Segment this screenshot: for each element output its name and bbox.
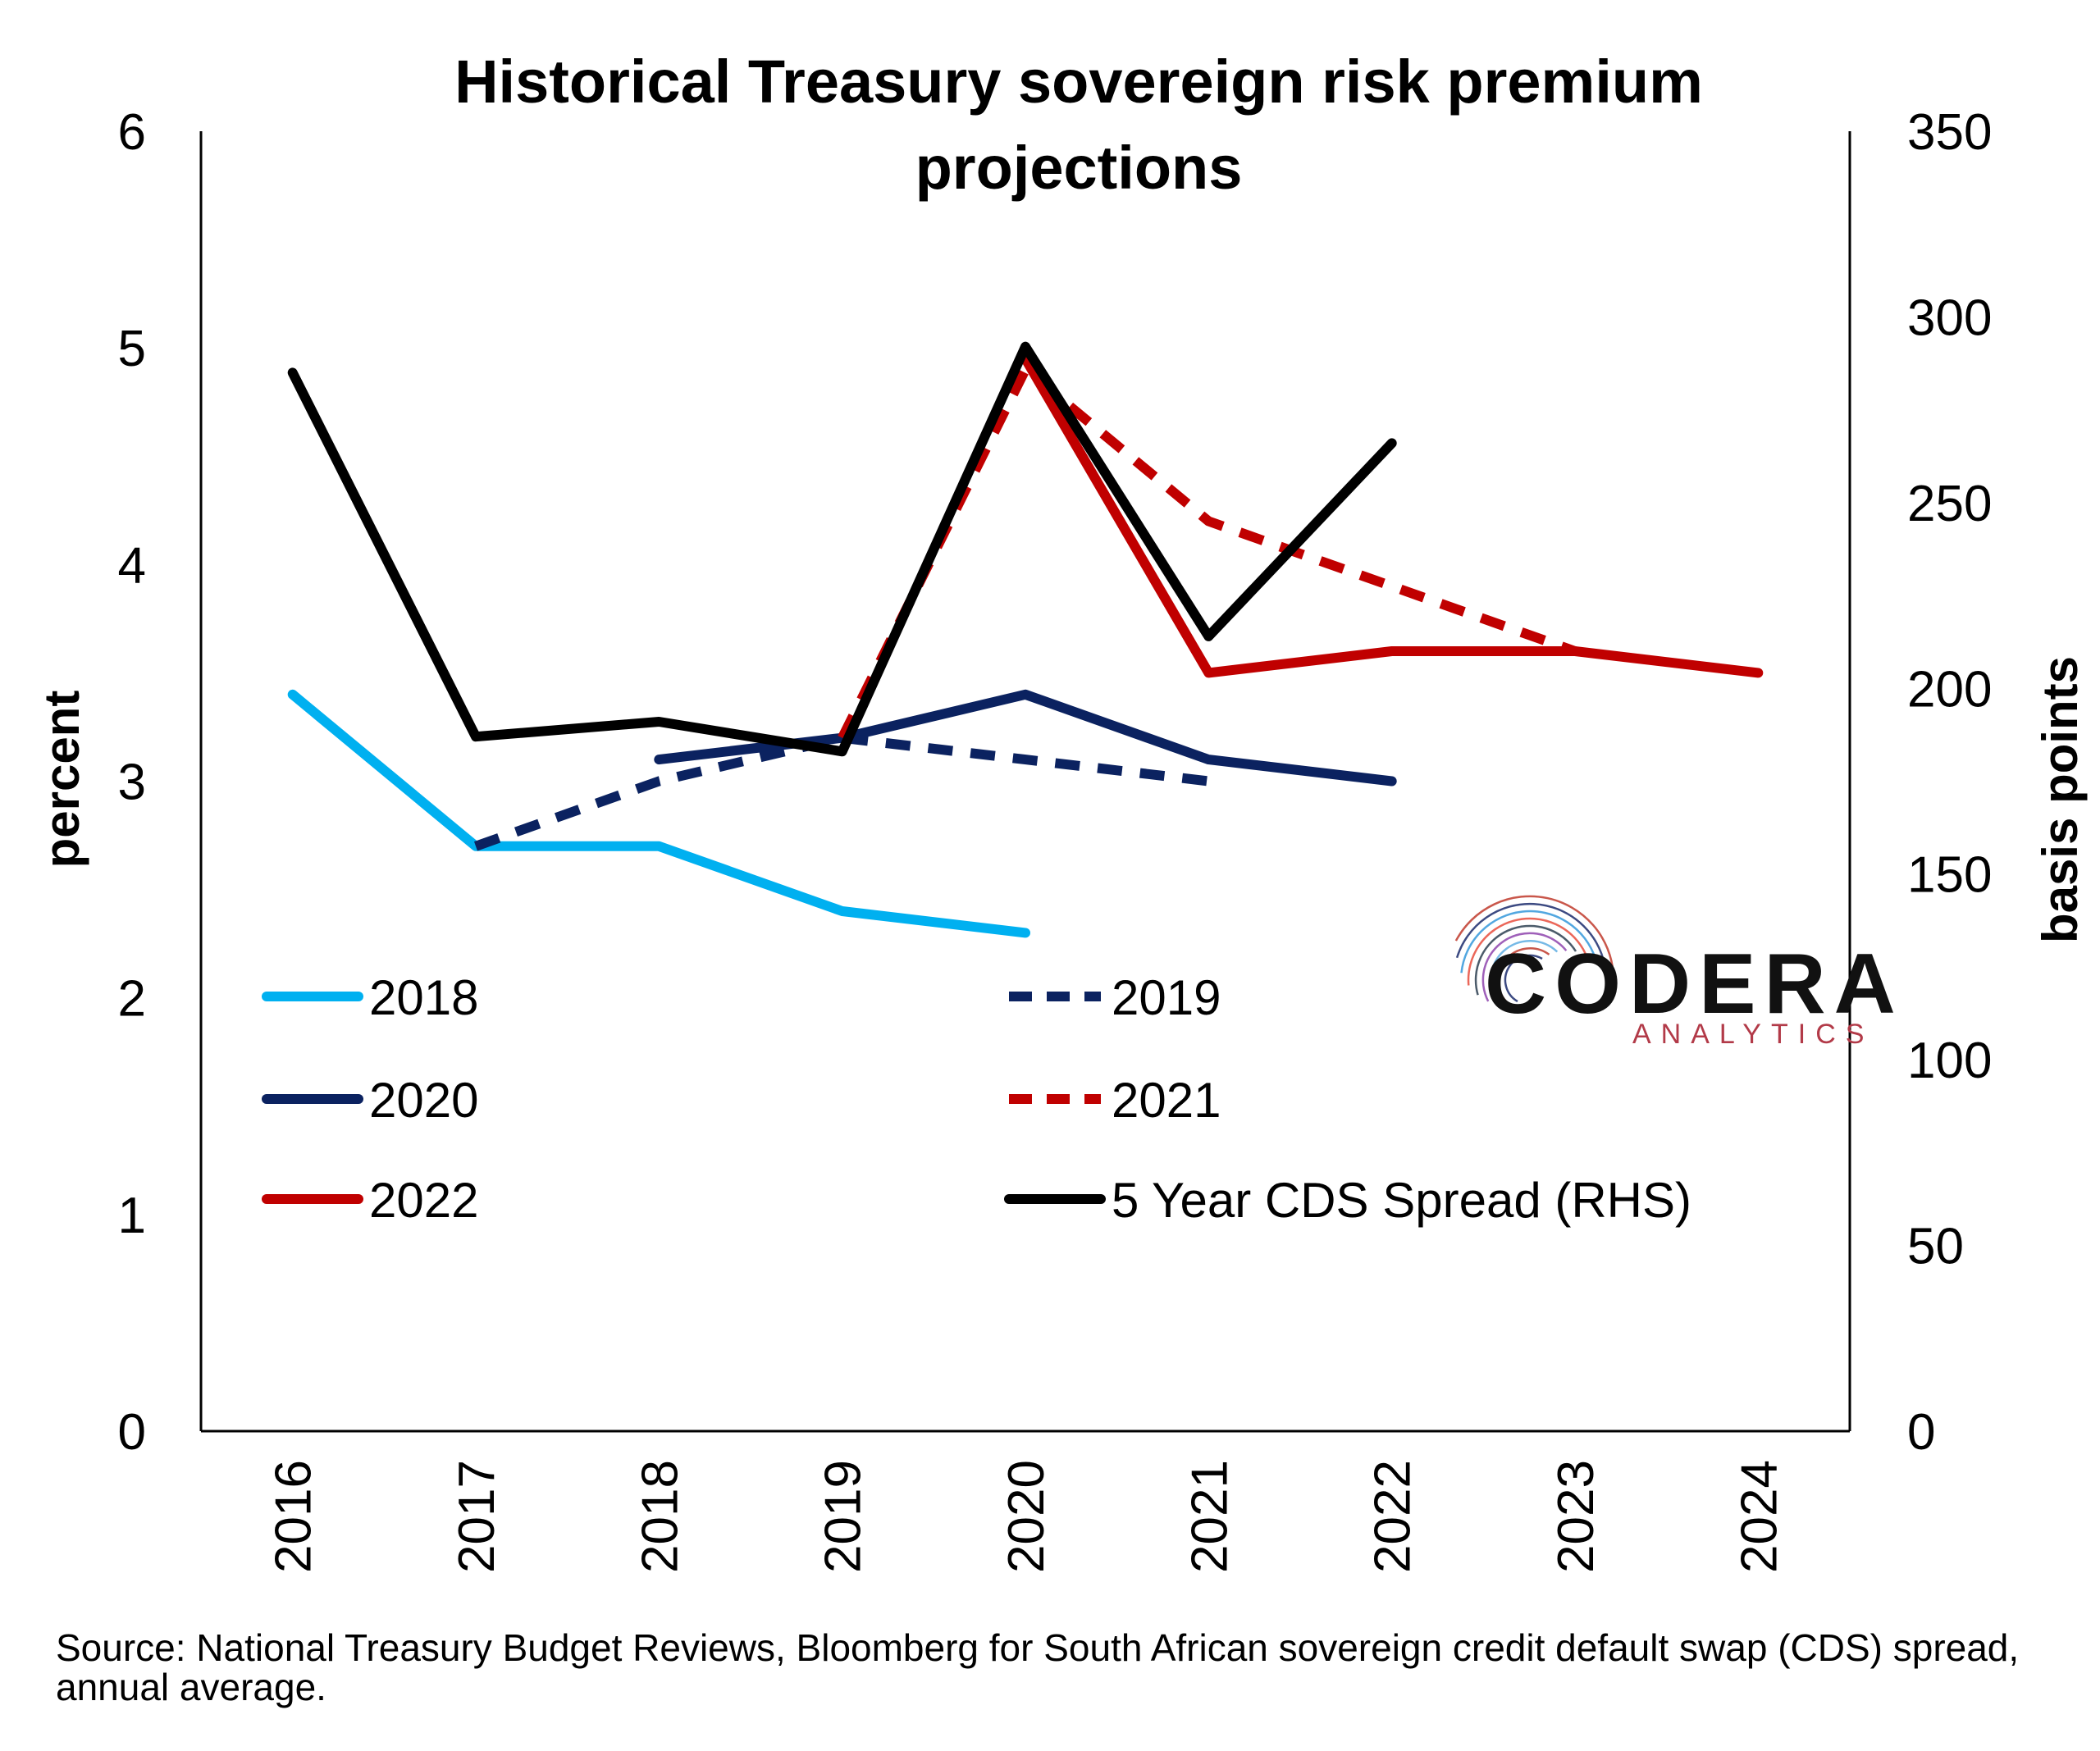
series-line-2022 (1020, 353, 1764, 678)
logo-arc (1454, 895, 1615, 974)
codera-fingerprint-icon (1454, 895, 1615, 1005)
right-tick-label: 350 (1907, 104, 1992, 161)
left-tick-label: 4 (118, 537, 146, 594)
left-tick-label: 3 (118, 755, 146, 811)
left-axis-ticks: 0 1 2 3 4 5 6 (118, 104, 146, 1461)
x-tick-label: 2018 (632, 1460, 688, 1573)
legend-item: 2020 (262, 1073, 478, 1128)
x-tick-label: 2024 (1731, 1460, 1787, 1573)
x-tick-label: 2023 (1548, 1460, 1605, 1573)
source-note: Source: National Treasury Budget Reviews… (56, 1626, 2020, 1708)
right-tick-label: 200 (1907, 661, 1992, 718)
series-line-2018 (287, 689, 1030, 938)
legend-item: 5 Year CDS Spread (RHS) (1004, 1173, 1691, 1228)
legend-label: 2018 (369, 970, 478, 1025)
series-lines (287, 341, 1764, 938)
right-tick-label: 100 (1907, 1033, 1992, 1089)
legend-label: 2020 (369, 1073, 478, 1128)
logo-arc (1481, 932, 1568, 1002)
chart-title-line-2: projections (915, 134, 1243, 202)
x-tick-label: 2019 (815, 1460, 872, 1573)
left-tick-label: 6 (118, 104, 146, 161)
chart-title: Historical Treasury sovereign risk premi… (454, 48, 1703, 202)
series-line-2021 (838, 364, 1577, 741)
right-tick-label: 50 (1907, 1219, 1964, 1275)
logo-name: CODERA (1485, 937, 1904, 1032)
series-line-5-year-cds-spread-rhs (287, 341, 1397, 757)
right-tick-label: 0 (1907, 1404, 1935, 1461)
axes (199, 131, 1851, 1433)
codera-logo: CODERA ANALYTICS (1454, 895, 1904, 1050)
chart-title-line-1: Historical Treasury sovereign risk premi… (454, 48, 1703, 116)
legend-item: 2018 (262, 970, 478, 1025)
x-axis-ticks: 2016 2017 2018 2019 2020 2021 2022 2023 2024 (266, 1460, 1788, 1573)
x-tick-label: 2022 (1365, 1460, 1422, 1573)
logo-tagline: ANALYTICS (1632, 1019, 1874, 1050)
legend-label: 5 Year CDS Spread (RHS) (1112, 1173, 1691, 1228)
left-tick-label: 0 (118, 1404, 146, 1461)
left-axis-label: percent (34, 691, 89, 869)
legend-item: 2021 (1009, 1073, 1221, 1128)
logo-arc (1460, 910, 1597, 974)
right-axis-ticks: 0 50 100 150 200 250 300 350 (1907, 104, 1992, 1461)
x-tick-label: 2016 (266, 1460, 322, 1573)
legend-label: 2019 (1112, 970, 1221, 1025)
legend-item: 2022 (262, 1173, 478, 1228)
x-tick-label: 2021 (1181, 1460, 1238, 1573)
x-tick-label: 2017 (449, 1460, 505, 1573)
x-tick-label: 2020 (998, 1460, 1055, 1573)
left-tick-label: 5 (118, 321, 146, 377)
logo-arc (1489, 940, 1559, 1005)
left-tick-label: 2 (118, 971, 146, 1028)
logo-arc (1504, 954, 1543, 1003)
logo-arc (1497, 947, 1550, 1005)
legend-label: 2021 (1112, 1073, 1221, 1128)
right-tick-label: 300 (1907, 290, 1992, 346)
logo-arc (1455, 902, 1606, 966)
right-tick-label: 150 (1907, 847, 1992, 904)
logo-arc (1467, 917, 1587, 986)
right-axis-label: basis points (2033, 656, 2088, 943)
left-tick-label: 1 (118, 1188, 146, 1244)
right-tick-label: 250 (1907, 476, 1992, 532)
series-line-2019 (473, 732, 1210, 851)
legend-label: 2022 (369, 1173, 478, 1228)
legend-item: 2019 (1009, 970, 1221, 1025)
legend: 2018 2019 2020 2021 2022 5 Year CDS Spread (R… (262, 970, 1691, 1228)
logo-arc (1474, 924, 1577, 996)
